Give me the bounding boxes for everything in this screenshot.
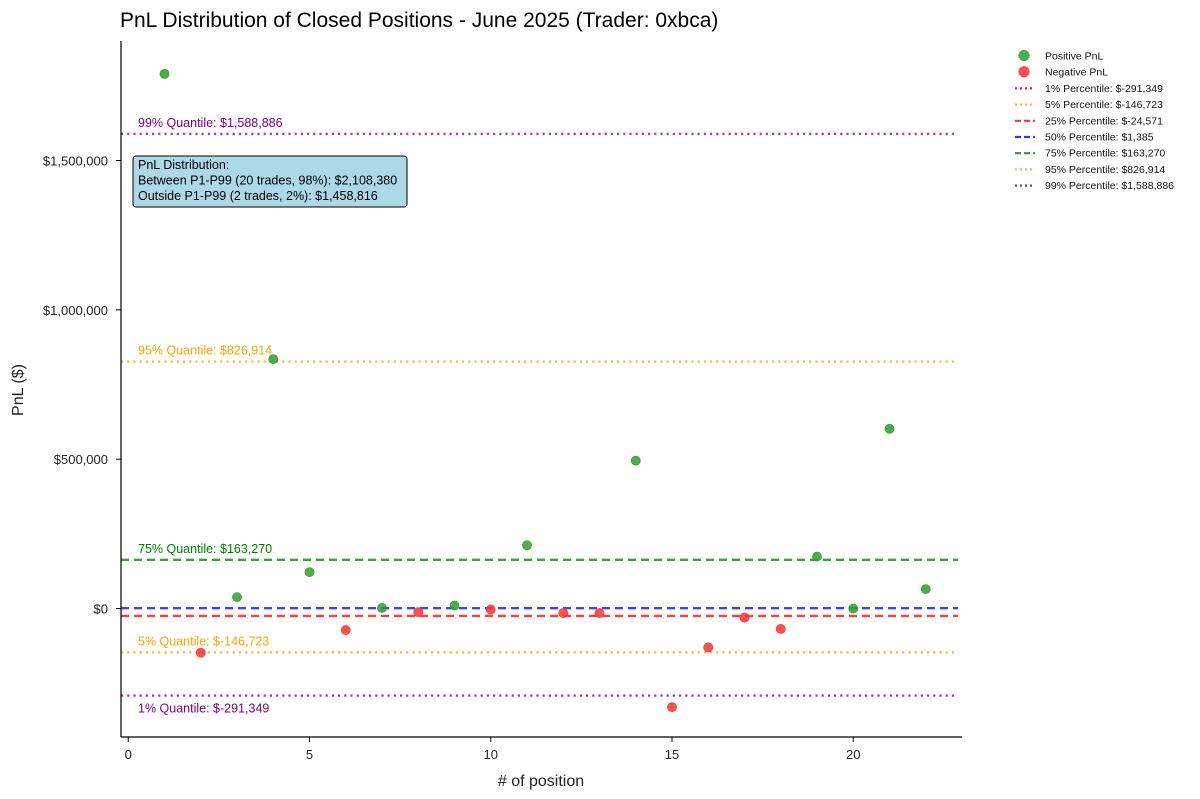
legend-entry: Negative PnL — [1045, 67, 1108, 79]
positive-pnl-point — [304, 567, 315, 578]
y-tick-label: $1,000,000 — [43, 303, 108, 318]
reference-line-labels: 1% Quantile: $-291,349 5% Quantile: $-146… — [138, 116, 283, 716]
annotation-text-line: Between P1-P99 (20 trades, 98%): $2,108,… — [138, 174, 397, 188]
positive-pnl-point — [268, 354, 279, 365]
negative-pnl-point — [739, 612, 750, 623]
positive-pnl-point — [920, 584, 931, 595]
legend-entry: Positive PnL — [1045, 51, 1104, 63]
x-tick-label: 0 — [125, 747, 132, 762]
annotation-text-line: PnL Distribution: — [138, 158, 229, 172]
legend-entry: 5% Percentile: $-146,723 — [1045, 99, 1163, 111]
positive-pnl-point — [630, 455, 641, 466]
reference-line-label: 99% Quantile: $1,588,886 — [138, 116, 283, 130]
legend: Positive PnL Negative PnL 1% Percentile: $… — [1015, 49, 1174, 192]
positive-pnl-point — [377, 603, 387, 613]
y-tick-label: $500,000 — [54, 452, 108, 467]
legend-entry: 50% Percentile: $1,385 — [1045, 132, 1154, 144]
negative-pnl-point — [558, 608, 569, 618]
negative-pnl-point — [775, 623, 786, 634]
legend-entry: 75% Percentile: $163,270 — [1045, 148, 1165, 160]
legend-marker — [1018, 66, 1030, 78]
positive-pnl-point — [522, 540, 532, 551]
reference-line-label: 1% Quantile: $-291,349 — [138, 702, 269, 716]
positive-pnl-point — [232, 592, 242, 603]
legend-entry: 1% Percentile: $-291,349 — [1045, 83, 1163, 95]
x-axis-label: # of position — [498, 773, 584, 790]
x-tick-label: 20 — [846, 747, 860, 762]
y-axis-label: PnL ($) — [10, 364, 27, 416]
annotation-box-background — [132, 155, 408, 208]
axes: 0 5 10 15 20 $0 $500,000 $1,000,000 $1,500,000 — [43, 41, 962, 762]
x-tick-label: 10 — [484, 747, 498, 762]
positive-pnl-point — [848, 603, 859, 614]
reference-line-label: 75% Quantile: $163,270 — [138, 542, 272, 556]
negative-pnl-point — [195, 647, 206, 658]
x-tick-label: 5 — [306, 747, 313, 762]
positive-pnl-point — [159, 68, 170, 79]
chart-title: PnL Distribution of Closed Positions - J… — [120, 9, 718, 32]
y-tick-label: $1,500,000 — [43, 153, 108, 168]
negative-pnl-point — [340, 625, 351, 635]
reference-lines — [121, 132, 958, 697]
negative-pnl-point — [703, 642, 714, 653]
reference-line-label: 5% Quantile: $-146,723 — [138, 634, 269, 648]
legend-marker — [1018, 49, 1030, 61]
x-tick-label: 15 — [665, 747, 679, 762]
legend-entry: 99% Percentile: $1,588,886 — [1045, 180, 1174, 192]
reference-line-label: 95% Quantile: $826,914 — [138, 344, 272, 358]
legend-entry: 95% Percentile: $826,914 — [1045, 164, 1165, 176]
negative-pnl-point — [667, 702, 677, 713]
distribution-annotation-box: PnL Distribution: Between P1-P99 (20 trad… — [132, 155, 408, 208]
positive-pnl-point — [812, 551, 822, 562]
annotation-text-line: Outside P1-P99 (2 trades, 2%): $1,458,81… — [138, 189, 378, 203]
negative-pnl-point — [594, 608, 605, 618]
y-tick-label: $0 — [94, 602, 108, 617]
legend-entry: 25% Percentile: $-24,571 — [1045, 115, 1163, 127]
data-points — [159, 68, 931, 713]
positive-pnl-point — [449, 600, 460, 611]
negative-pnl-point — [413, 607, 424, 618]
negative-pnl-point — [485, 604, 496, 615]
positive-pnl-point — [884, 423, 895, 434]
